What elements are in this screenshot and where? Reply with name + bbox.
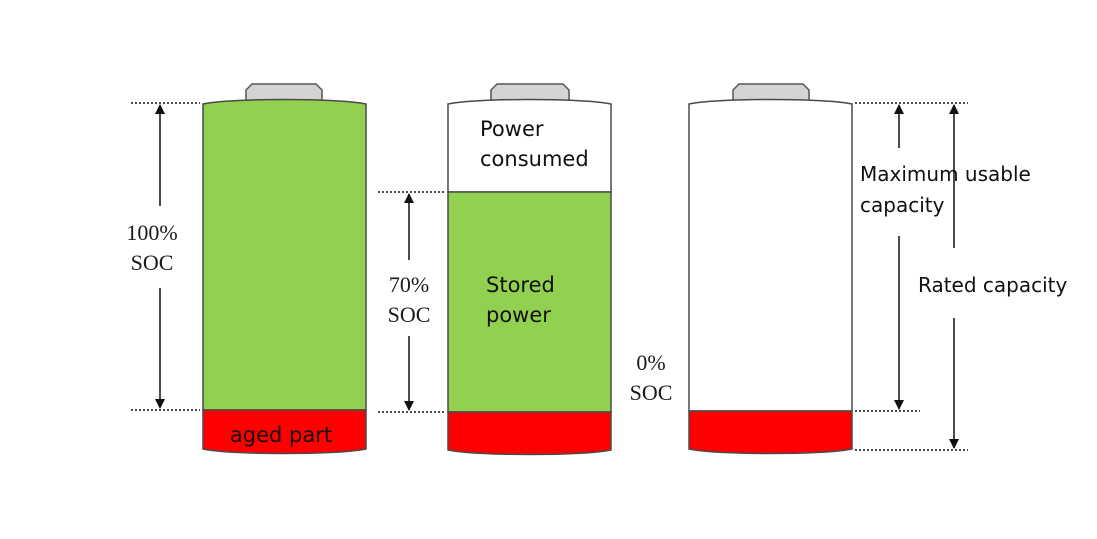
battery-empty-soc-label: 0% SOC [630, 350, 673, 405]
soc-label-partial-soc: SOC [388, 302, 431, 327]
battery-full-aged-fill [202, 409, 367, 455]
battery-full-soc-dimension: 100% SOC [126, 102, 200, 411]
battery-full-aged-label: aged part [230, 423, 332, 447]
max-usable-label-line2: capacity [860, 193, 945, 217]
soc-label-empty-soc: SOC [630, 380, 673, 405]
stored-label-line1: Stored [486, 273, 555, 297]
battery-empty-aged-fill [688, 410, 853, 455]
battery-full: aged part [202, 83, 367, 455]
battery-partial: Power consumed Stored power [447, 83, 612, 456]
capacity-dimensions: Maximum usable capacity Rated capacity [855, 102, 1068, 451]
battery-full-stored-fill [202, 98, 367, 411]
consumed-label-line1: Power [480, 117, 544, 141]
soc-label-full-percent: 100% [126, 220, 177, 245]
battery-empty [688, 83, 853, 455]
stored-label-line2: power [486, 303, 551, 327]
soc-label-partial-percent: 70% [389, 272, 429, 297]
soc-label-full-soc: SOC [131, 250, 174, 275]
max-usable-label-line1: Maximum usable [860, 162, 1031, 186]
battery-partial-stored-fill [447, 191, 612, 413]
battery-partial-consumed-area [447, 98, 612, 193]
battery-partial-soc-dimension: 70% SOC [378, 191, 446, 413]
consumed-label-line2: consumed [480, 147, 589, 171]
battery-empty-body [688, 98, 853, 412]
rated-capacity-label: Rated capacity [918, 273, 1068, 297]
battery-partial-aged-fill [447, 411, 612, 456]
soc-label-empty-percent: 0% [636, 350, 665, 375]
